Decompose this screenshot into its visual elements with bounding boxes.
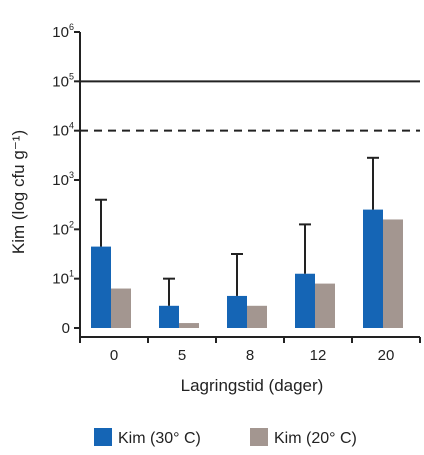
y-tick-label: 101 [52, 269, 74, 288]
bar-series2-12 [315, 283, 335, 328]
bar-series2-8 [247, 305, 267, 328]
bar-series1-0 [91, 246, 111, 328]
y-tick-label: 104 [52, 121, 74, 140]
legend-label-1: Kim (30° C) [118, 430, 201, 447]
y-tick-label: 106 [52, 22, 74, 41]
bar-series2-5 [179, 323, 199, 328]
reference-lines [80, 80, 420, 132]
bar-series2-20 [383, 219, 403, 328]
bar-series1-20 [363, 209, 383, 328]
legend-label-2: Kim (20° C) [274, 430, 357, 447]
bar-series1-12 [295, 273, 315, 328]
x-tick-label: 0 [110, 347, 118, 364]
axes [79, 32, 420, 338]
x-tick-label: 5 [178, 347, 186, 364]
y-tick-label: 0 [62, 320, 70, 337]
x-ticks: 0 5 8 12 20 [79, 337, 421, 364]
x-tick-label: 8 [246, 347, 254, 364]
bar-series1-5 [159, 305, 179, 328]
x-tick-label: 20 [378, 347, 395, 364]
y-ticks: 0 101 102 103 104 105 106 [52, 22, 80, 337]
legend-swatch-2 [250, 428, 268, 446]
legend: Kim (30° C) Kim (20° C) [94, 428, 357, 447]
x-axis-label: Lagringstid (dager) [181, 376, 324, 395]
y-axis-label: Kim (log cfu g⁻¹) [9, 130, 28, 254]
y-tick-label: 103 [52, 170, 74, 189]
x-tick-label: 12 [310, 347, 327, 364]
bars [91, 209, 403, 328]
error-bars [95, 156, 379, 306]
bar-series1-8 [227, 295, 247, 328]
y-tick-label: 102 [52, 219, 74, 238]
legend-swatch-1 [94, 428, 112, 446]
y-tick-label: 105 [52, 71, 74, 90]
bar-series2-0 [111, 288, 131, 328]
